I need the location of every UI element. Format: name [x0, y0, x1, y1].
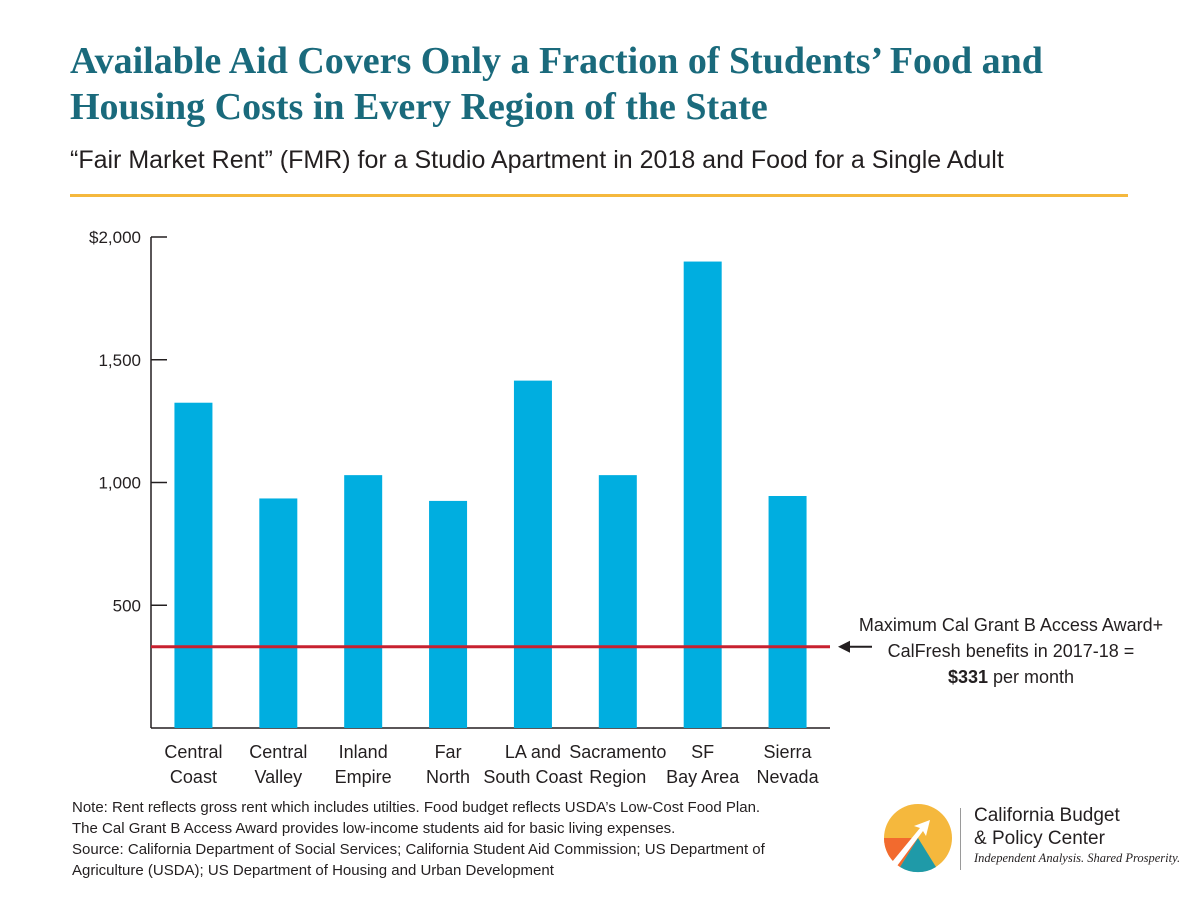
x-tick-label: SF	[691, 742, 714, 762]
x-tick-label: Bay Area	[666, 767, 740, 787]
bar	[344, 475, 383, 728]
note-line-1: Note: Rent reflects gross rent which inc…	[72, 799, 761, 816]
chart-notes: Note: Rent reflects gross rent which inc…	[72, 797, 872, 881]
x-tick-label: Inland	[339, 742, 388, 762]
annotation-line-1: Maximum Cal Grant B Access Award+	[858, 615, 1164, 635]
bar	[429, 500, 468, 728]
annotation-amount-suffix: per month	[988, 667, 1075, 687]
x-tick-label: Region	[589, 767, 646, 787]
source-line-1: Source: California Department of Social …	[72, 841, 765, 858]
x-tick-label: Sierra	[764, 742, 813, 762]
note-line-2: The Cal Grant B Access Award provides lo…	[72, 820, 676, 837]
logo-name-line-2: & Policy Center	[974, 828, 1105, 849]
bar	[683, 261, 722, 728]
bar	[259, 498, 298, 728]
logo-divider	[960, 808, 961, 870]
chart-axes	[150, 236, 830, 729]
x-tick-label: Nevada	[757, 767, 820, 787]
x-tick-label: LA and	[505, 742, 561, 762]
logo-name-line-1: California Budget	[974, 805, 1120, 826]
logo-tagline: Independent Analysis. Shared Prosperity.	[974, 851, 1181, 865]
y-axis-labels: 500 1,000 1,500 $2,000	[89, 228, 141, 615]
x-tick-label: Sacramento	[569, 742, 666, 762]
bar	[174, 402, 213, 728]
reference-line-group	[151, 640, 872, 653]
annotation-line-2: CalFresh benefits in 2017-18 =	[887, 641, 1135, 661]
chart-subtitle: “Fair Market Rent” (FMR) for a Studio Ap…	[70, 146, 1004, 174]
x-tick-label: Coast	[170, 767, 217, 787]
y-tick-label: 500	[113, 596, 141, 615]
x-axis-labels: Central Coast Central Valley Inland Empire Far…	[164, 742, 819, 787]
bar	[513, 380, 552, 728]
title-divider	[70, 194, 1128, 197]
source-line-2: Agriculture (USDA); US Department of Hou…	[72, 862, 554, 879]
y-tick-label: 1,500	[98, 351, 141, 370]
x-tick-label: North	[426, 767, 470, 787]
bar	[768, 496, 807, 728]
x-tick-label: Valley	[254, 767, 302, 787]
x-tick-label: South Coast	[483, 767, 582, 787]
bar	[598, 475, 637, 728]
logo-mark-icon	[883, 804, 952, 873]
y-tick-label: 1,000	[98, 474, 141, 493]
arrow-left-icon	[838, 640, 850, 653]
bar-series	[174, 261, 807, 728]
x-tick-label: Central	[164, 742, 222, 762]
chart-title: Available Aid Covers Only a Fraction of …	[70, 40, 1043, 128]
annotation-amount: $331	[947, 667, 988, 687]
x-tick-label: Empire	[335, 767, 392, 787]
logo-name: California Budget & Policy Center	[974, 804, 1120, 850]
y-tick-label: $2,000	[89, 228, 141, 247]
reference-line-annotation: Maximum Cal Grant B Access Award+ CalFre…	[856, 612, 1166, 690]
x-tick-label: Far	[435, 742, 462, 762]
x-tick-label: Central	[249, 742, 307, 762]
organization-logo: California Budget & Policy Center Indepe…	[876, 798, 1180, 878]
annotation-line-3: $331 per month	[856, 664, 1166, 690]
